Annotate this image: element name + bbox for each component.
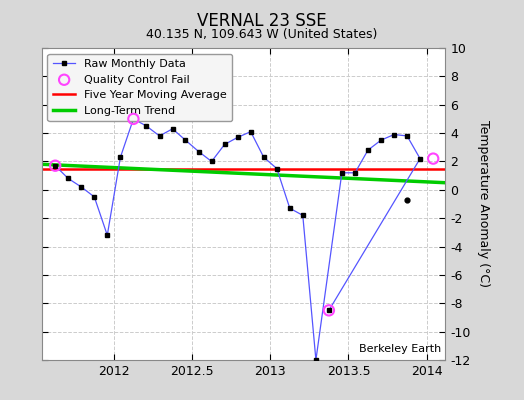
Raw Monthly Data <box>326 308 332 313</box>
Raw Monthly Data <box>65 176 71 181</box>
Raw Monthly Data <box>130 116 137 121</box>
Raw Monthly Data <box>78 184 84 189</box>
Raw Monthly Data <box>260 155 267 160</box>
Raw Monthly Data <box>404 134 410 138</box>
Raw Monthly Data <box>300 213 306 218</box>
Quality Control Fail <box>129 116 138 122</box>
Raw Monthly Data <box>352 170 358 175</box>
Raw Monthly Data <box>143 124 149 128</box>
Raw Monthly Data <box>195 149 202 154</box>
Quality Control Fail <box>429 156 438 162</box>
Raw Monthly Data <box>117 155 124 160</box>
Quality Control Fail <box>325 307 333 314</box>
Raw Monthly Data <box>287 206 293 211</box>
Raw Monthly Data <box>378 138 384 142</box>
Raw Monthly Data <box>247 129 254 134</box>
Raw Monthly Data <box>169 126 176 131</box>
Raw Monthly Data <box>182 138 189 142</box>
Quality Control Fail <box>51 162 59 169</box>
Raw Monthly Data <box>365 148 371 152</box>
Y-axis label: Temperature Anomaly (°C): Temperature Anomaly (°C) <box>477 120 490 288</box>
Text: 40.135 N, 109.643 W (United States): 40.135 N, 109.643 W (United States) <box>146 28 378 41</box>
Raw Monthly Data <box>91 194 97 199</box>
Raw Monthly Data <box>209 159 215 164</box>
Raw Monthly Data <box>339 170 345 175</box>
Raw Monthly Data <box>52 163 58 168</box>
Legend: Raw Monthly Data, Quality Control Fail, Five Year Moving Average, Long-Term Tren: Raw Monthly Data, Quality Control Fail, … <box>48 54 233 121</box>
Raw Monthly Data <box>104 233 111 238</box>
Raw Monthly Data <box>222 142 228 147</box>
Text: VERNAL 23 SSE: VERNAL 23 SSE <box>197 12 327 30</box>
Raw Monthly Data <box>274 166 280 171</box>
Raw Monthly Data <box>391 132 397 137</box>
Raw Monthly Data <box>417 156 423 161</box>
Text: Berkeley Earth: Berkeley Earth <box>359 344 441 354</box>
Raw Monthly Data <box>235 135 241 140</box>
Line: Raw Monthly Data: Raw Monthly Data <box>53 117 422 362</box>
Raw Monthly Data <box>156 134 162 138</box>
Point <box>403 196 411 203</box>
Raw Monthly Data <box>313 358 319 362</box>
